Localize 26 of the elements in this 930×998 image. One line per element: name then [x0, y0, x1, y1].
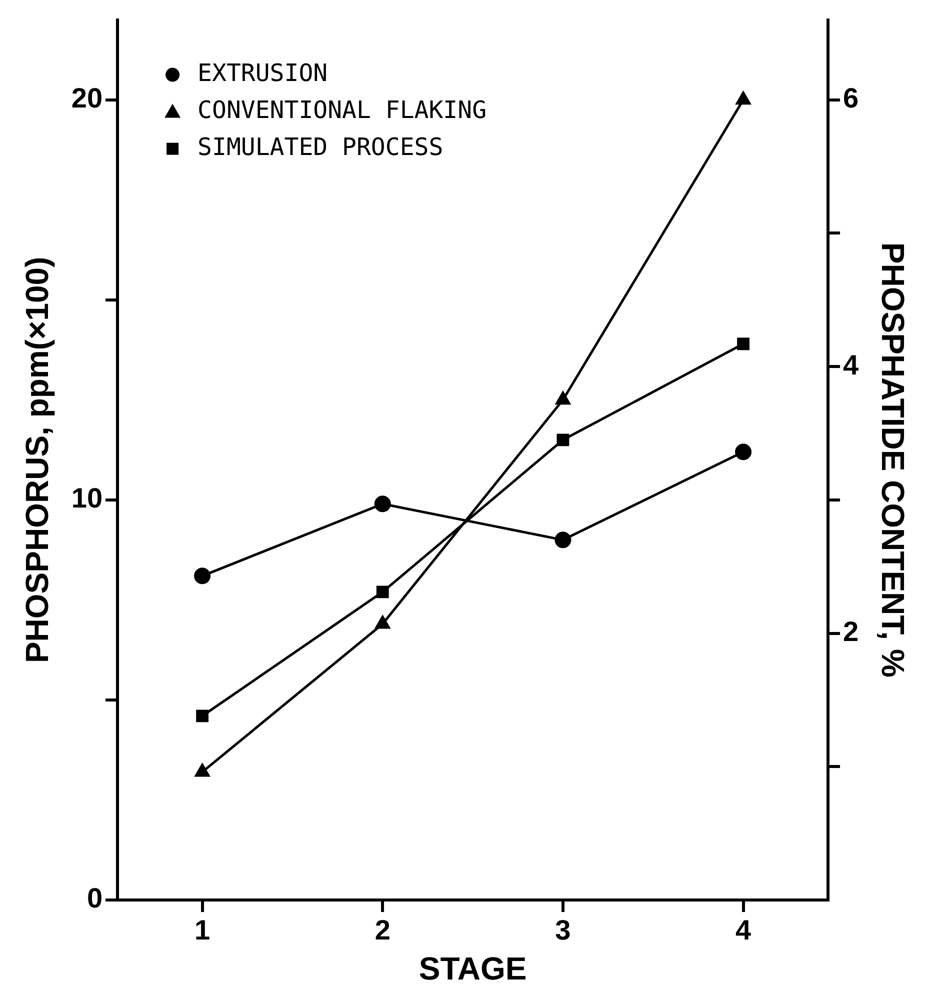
x-tick-label: 4	[735, 914, 752, 946]
y-tick-label: 10	[71, 482, 103, 514]
y2-tick-label: 4	[843, 349, 860, 380]
legend-label: CONVENTIONAL FLAKING	[198, 96, 487, 124]
y-tick-label: 20	[71, 82, 103, 114]
point	[374, 496, 391, 512]
x-tick-label: 1	[194, 914, 210, 946]
point	[735, 444, 752, 460]
point	[556, 434, 570, 446]
x-axis-title: STAGE	[418, 950, 527, 987]
x-tick-label: 2	[374, 914, 390, 946]
legend-label: EXTRUSION	[198, 59, 328, 88]
y2-axis-title: PHOSPHATIDE CONTENT, %	[874, 242, 911, 678]
y2-tick-label: 6	[843, 82, 859, 114]
point	[194, 568, 211, 584]
point	[736, 92, 751, 105]
point	[556, 392, 570, 405]
y-tick-label: 0	[86, 882, 103, 914]
point	[554, 532, 572, 548]
x-tick-label: 3	[555, 914, 571, 946]
point	[737, 338, 750, 350]
legend-label: SIMULATED PROCESS	[198, 133, 444, 162]
point	[376, 586, 389, 598]
point	[196, 710, 208, 722]
y2-tick-label: 2	[843, 616, 859, 647]
y-axis-title: PHOSPHORUS, ppm(×100)	[19, 256, 56, 664]
